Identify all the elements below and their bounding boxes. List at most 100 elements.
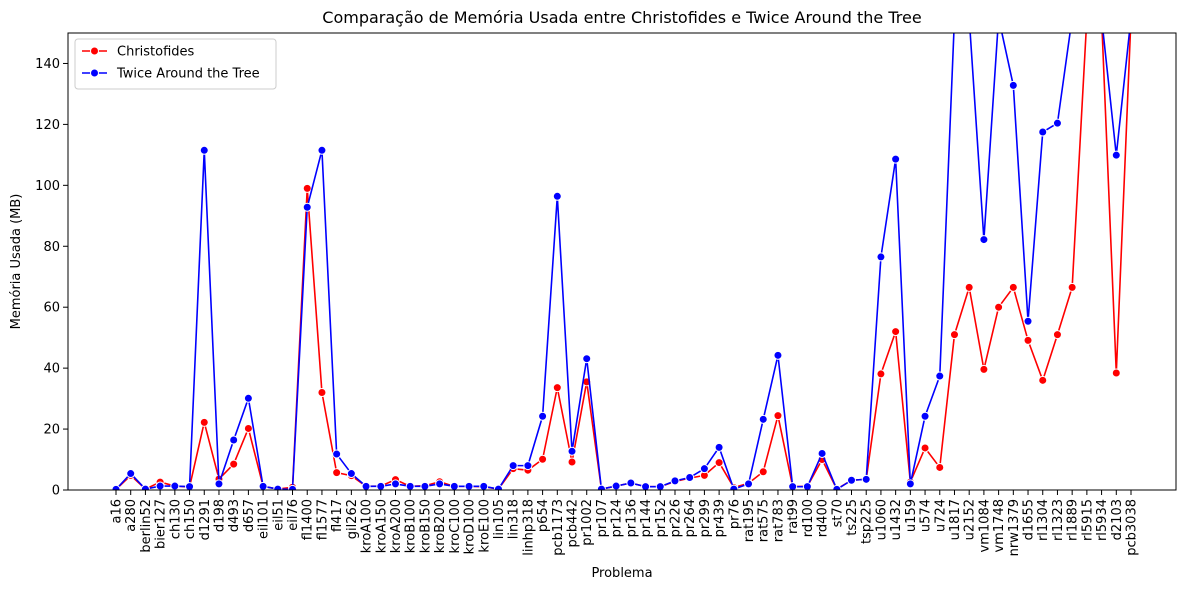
data-point (420, 481, 430, 490)
x-tick-label: fl417 (330, 499, 345, 532)
data-point (552, 191, 562, 201)
x-tick-label: rl1304 (1036, 499, 1051, 541)
data-point (995, 14, 1003, 22)
x-axis-label: Problema (591, 566, 652, 581)
data-point (523, 461, 533, 471)
legend: Christofides Twice Around the Tree (74, 38, 277, 90)
x-tick-label: kroA100 (360, 499, 375, 553)
data-point (1068, 14, 1076, 22)
x-tick-label: rd400 (816, 499, 831, 537)
x-tick-label: eil101 (257, 499, 272, 539)
data-point (1067, 282, 1077, 292)
data-point (979, 364, 989, 374)
data-point (405, 481, 415, 490)
data-point (847, 475, 857, 485)
data-point (891, 154, 901, 164)
data-point (538, 411, 548, 421)
data-point (994, 302, 1004, 312)
data-point (435, 479, 445, 489)
data-point (655, 482, 665, 490)
data-point (155, 481, 165, 490)
y-tick-label: 0 (52, 484, 60, 499)
data-point (302, 183, 312, 193)
y-tick-label: 80 (43, 240, 60, 255)
data-point (332, 468, 342, 478)
x-tick-label: kroB150 (418, 499, 433, 553)
x-tick-label: pr107 (595, 499, 610, 537)
legend-swatch-marker (90, 46, 99, 56)
data-point (479, 481, 489, 490)
x-tick-label: p654 (536, 499, 551, 532)
data-point (346, 469, 356, 479)
data-point (229, 459, 239, 469)
x-tick-label: pr264 (683, 499, 698, 537)
data-point (802, 482, 812, 490)
x-tick-label: eil76 (286, 499, 301, 531)
data-point (258, 481, 268, 490)
x-tick-label: kroA200 (389, 499, 404, 553)
data-point (1008, 80, 1018, 90)
x-tick-label: st70 (830, 499, 845, 527)
x-tick-label: eil51 (271, 499, 286, 531)
x-tick-label: pr124 (610, 499, 625, 537)
data-point (626, 478, 636, 488)
chart-title: Comparação de Memória Usada entre Christ… (322, 8, 921, 27)
data-point (464, 481, 474, 490)
data-point (229, 435, 239, 445)
x-tick-label: vm1748 (992, 499, 1007, 552)
x-tick-label: rat575 (757, 499, 772, 542)
data-point (1023, 335, 1033, 345)
x-tick-label: tsp225 (860, 499, 875, 544)
x-tick-label: pr144 (639, 499, 654, 537)
x-tick-label: d2103 (1110, 499, 1125, 540)
x-tick-label: pr136 (624, 499, 639, 537)
data-point (891, 327, 901, 337)
x-tick-label: bier127 (154, 499, 169, 549)
x-tick-label: ch150 (183, 499, 198, 539)
data-point (449, 481, 459, 490)
x-tick-label: a280 (124, 499, 139, 532)
data-point (1052, 330, 1062, 340)
x-tick-label: d1655 (1022, 499, 1037, 540)
y-tick-label: 140 (35, 57, 60, 72)
data-point (1083, 14, 1091, 22)
data-point (317, 388, 327, 398)
legend-swatch-marker (90, 68, 99, 78)
x-tick-label: pr299 (698, 499, 713, 537)
data-point (243, 393, 253, 403)
data-point (817, 448, 827, 458)
x-tick-label: fl1577 (315, 499, 330, 540)
data-point (935, 371, 945, 381)
data-point (596, 484, 606, 490)
data-point (1098, 14, 1106, 22)
y-tick-label: 120 (35, 118, 60, 133)
data-point (317, 145, 327, 155)
data-point (493, 484, 503, 490)
data-point (126, 469, 136, 479)
data-point (538, 454, 548, 464)
x-tick-label: pcb442 (566, 499, 581, 547)
data-point (905, 479, 915, 489)
data-point (876, 369, 886, 379)
x-tick-label: ts225 (845, 499, 860, 536)
y-tick-label: 20 (43, 423, 60, 438)
x-tick-label: kroB100 (404, 499, 419, 553)
x-tick-label: nrw1379 (1007, 499, 1022, 556)
data-point (508, 461, 518, 471)
legend-box (74, 38, 277, 90)
legend-label: Twice Around the Tree (116, 67, 260, 82)
data-point (199, 145, 209, 155)
data-point (332, 449, 342, 459)
data-point (935, 462, 945, 472)
y-axis-label: Memória Usada (MB) (9, 194, 24, 330)
data-point (832, 484, 842, 490)
x-tick-label: pr76 (727, 499, 742, 529)
data-point (567, 446, 577, 456)
x-tick-label: vm1084 (977, 499, 992, 552)
x-tick-label: u574 (919, 499, 934, 532)
x-tick-label: pr1002 (580, 499, 595, 546)
data-point (744, 479, 754, 489)
x-tick-label: kroB200 (433, 499, 448, 553)
data-point (876, 252, 886, 262)
